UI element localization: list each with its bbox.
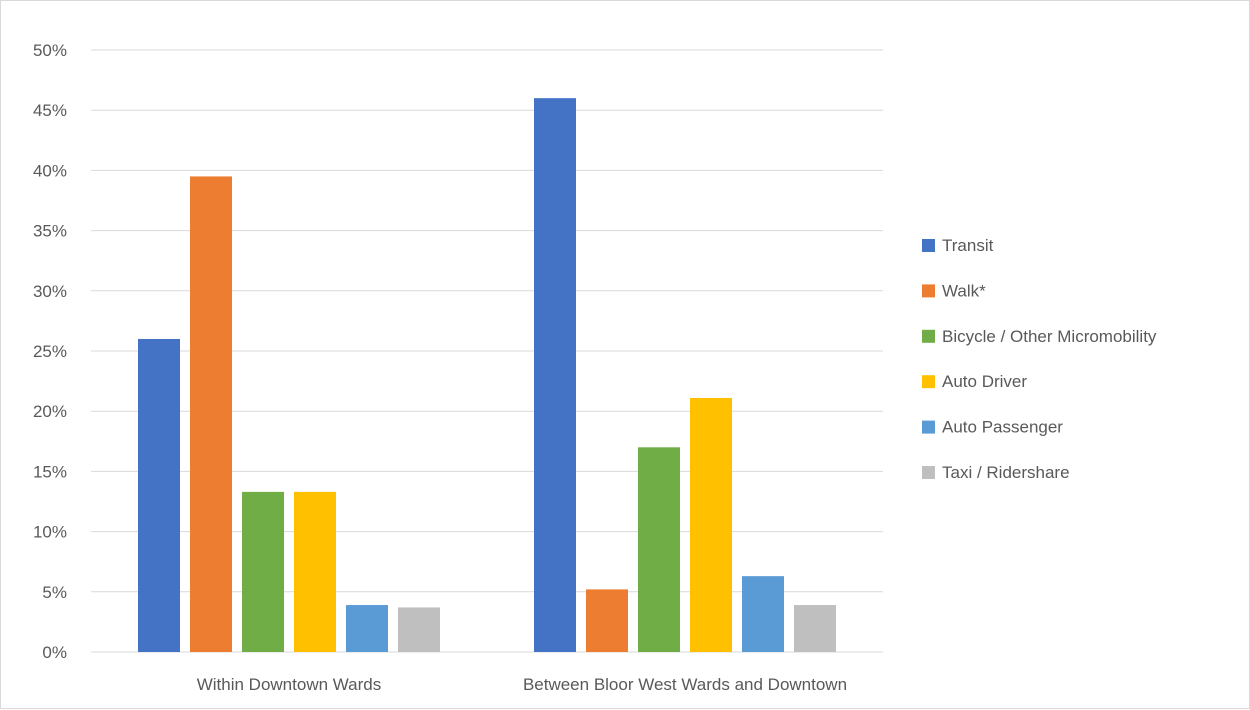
legend: Transit Walk* Bicycle / Other Micromobilit… — [922, 236, 1157, 482]
y-axis-tick-labels: 0% 5% 10% 15% 20% 25% 30% 35% 40% 45% 50% — [33, 41, 67, 662]
x-category-label: Within Downtown Wards — [197, 675, 382, 694]
bars — [138, 98, 836, 653]
bar-auto-driver-0 — [294, 491, 336, 652]
bar-auto-passenger-0 — [346, 605, 388, 652]
bar-taxi-ridershare-0 — [398, 607, 440, 652]
y-tick-label: 20% — [33, 402, 67, 421]
y-tick-label: 40% — [33, 161, 67, 180]
y-tick-label: 35% — [33, 222, 67, 241]
legend-swatch — [922, 375, 935, 389]
legend-label: Taxi / Ridershare — [942, 463, 1070, 482]
legend-swatch — [922, 420, 935, 434]
legend-label: Auto Passenger — [942, 418, 1063, 437]
x-category-label: Between Bloor West Wards and Downtown — [523, 675, 847, 694]
y-tick-label: 15% — [33, 462, 67, 481]
legend-swatch — [922, 329, 935, 343]
bar-auto-passenger-1 — [742, 576, 784, 652]
y-tick-label: 30% — [33, 282, 67, 301]
legend-label: Transit — [942, 236, 994, 255]
bar-taxi-ridershare-1 — [794, 605, 836, 652]
legend-swatch — [922, 284, 935, 298]
legend-swatch — [922, 466, 935, 479]
bar-auto-driver-1 — [690, 397, 732, 652]
bar-bicycle-other-micromobility-1 — [638, 447, 680, 652]
bar-transit-1 — [534, 98, 576, 652]
y-tick-label: 45% — [33, 101, 67, 120]
legend-swatch — [922, 239, 935, 252]
legend-label: Auto Driver — [942, 372, 1027, 391]
bar-transit-0 — [138, 338, 180, 652]
y-tick-label: 5% — [42, 583, 67, 602]
bar-bicycle-other-micromobility-0 — [242, 491, 284, 652]
bar-walk-1 — [586, 589, 628, 652]
x-axis-category-labels: Within Downtown Wards Between Bloor West … — [197, 675, 847, 694]
bar-walk-0 — [190, 176, 232, 653]
y-tick-label: 25% — [33, 342, 67, 361]
y-tick-label: 50% — [33, 41, 67, 60]
y-tick-label: 10% — [33, 523, 67, 542]
legend-label: Bicycle / Other Micromobility — [942, 327, 1157, 346]
legend-label: Walk* — [942, 281, 986, 300]
y-tick-label: 0% — [42, 643, 67, 662]
